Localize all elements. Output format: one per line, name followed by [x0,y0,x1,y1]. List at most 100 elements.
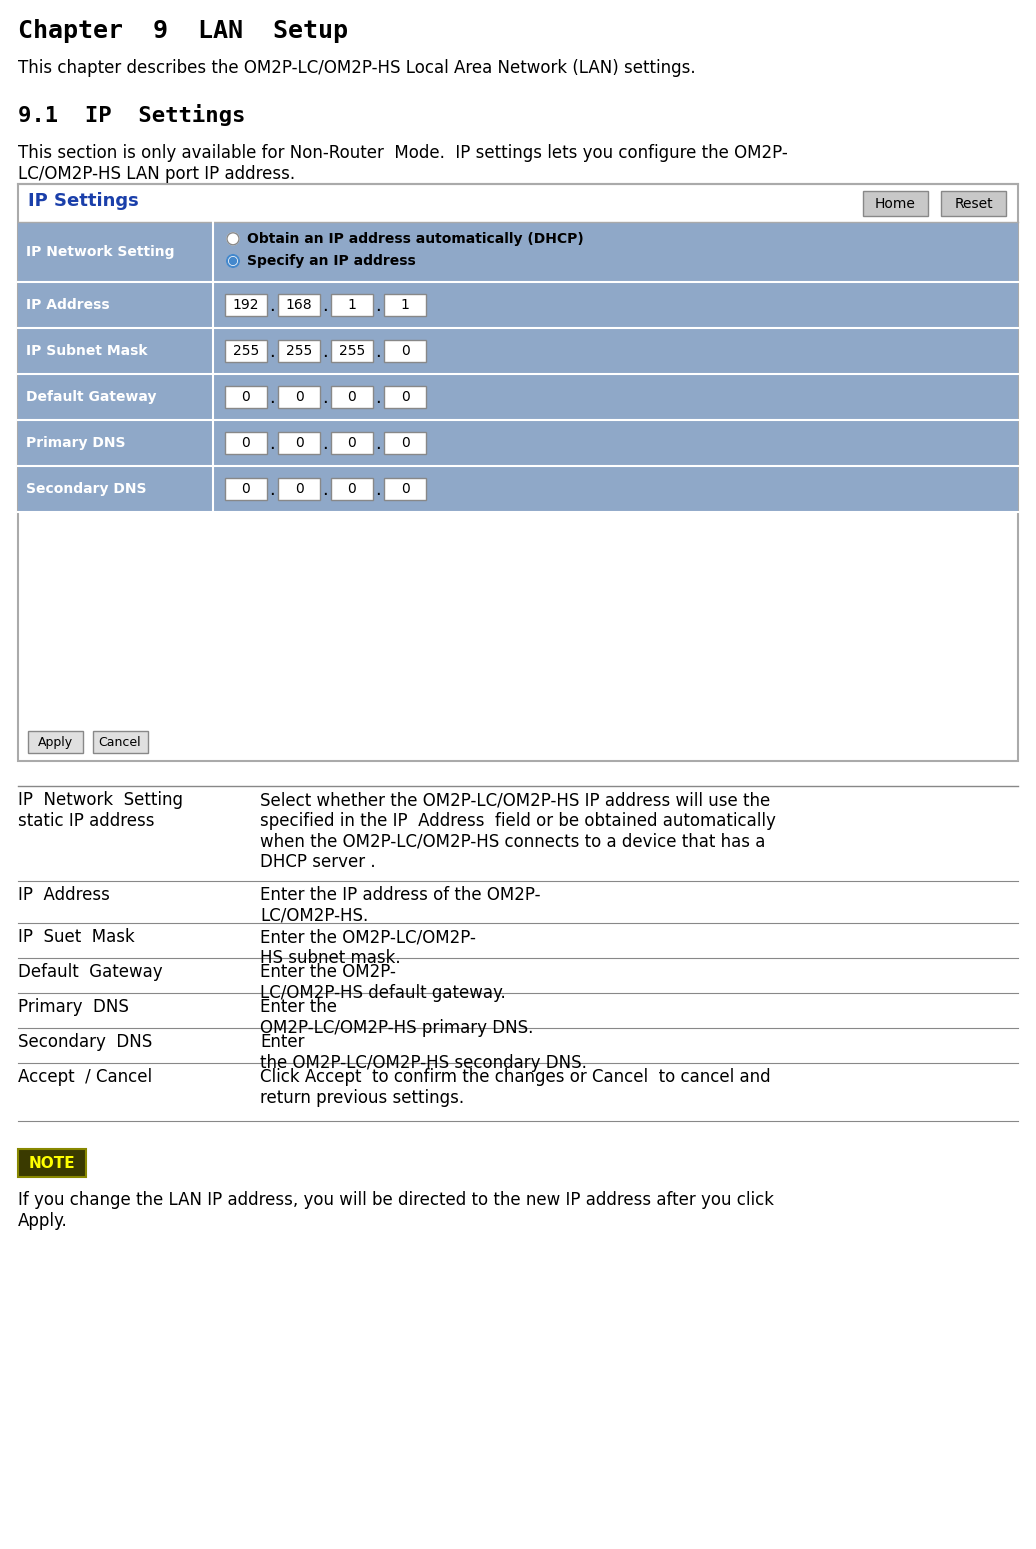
Bar [93,731,148,753]
Text: Cancel: Cancel [98,736,141,748]
Text: IP Subnet Mask: IP Subnet Mask [26,344,147,358]
Text: Primary DNS: Primary DNS [26,435,125,451]
Bar [384,294,426,316]
Bar [225,339,267,362]
Bar [278,294,320,316]
Text: Accept  / Cancel: Accept / Cancel [18,1067,152,1086]
Text: 1: 1 [347,297,356,311]
Bar [18,282,1018,328]
Bar [330,479,373,500]
Text: .: . [322,297,327,314]
Text: Specify an IP address: Specify an IP address [247,254,415,268]
Text: Default  Gateway: Default Gateway [18,963,163,981]
Text: 255: 255 [286,344,312,358]
Bar [18,420,1018,466]
Text: 0: 0 [294,482,304,496]
Text: Click Accept  to confirm the changes or Cancel  to cancel and
return previous se: Click Accept to confirm the changes or C… [260,1067,771,1108]
Bar [384,339,426,362]
Text: .: . [322,435,327,452]
Bar [863,191,928,215]
Text: 192: 192 [233,297,259,311]
Text: .: . [375,297,381,314]
Text: Enter
the OM2P-LC/OM2P-HS secondary DNS.: Enter the OM2P-LC/OM2P-HS secondary DNS. [260,1033,586,1072]
Circle shape [227,256,239,266]
Text: 0: 0 [401,482,409,496]
Text: 255: 255 [339,344,365,358]
Text: Enter the IP address of the OM2P-
LC/OM2P-HS.: Enter the IP address of the OM2P- LC/OM2… [260,886,541,925]
Circle shape [230,257,236,265]
Text: IP Settings: IP Settings [28,192,139,211]
Text: .: . [269,435,275,452]
Text: .: . [375,342,381,361]
Text: 1: 1 [401,297,409,311]
Bar [330,339,373,362]
Text: IP Network Setting: IP Network Setting [26,245,174,259]
Text: Enter the OM2P-
LC/OM2P-HS default gateway.: Enter the OM2P- LC/OM2P-HS default gatew… [260,963,506,1002]
Bar [225,432,267,454]
Bar [225,386,267,407]
Text: 0: 0 [401,435,409,451]
Text: 0: 0 [241,482,251,496]
Text: 0: 0 [294,390,304,404]
Text: Reset: Reset [954,197,992,211]
Text: .: . [269,297,275,314]
Text: .: . [322,482,327,499]
Text: This section is only available for Non-Router  Mode.  IP settings lets you confi: This section is only available for Non-R… [18,144,787,183]
Bar [330,294,373,316]
Text: IP  Suet  Mask: IP Suet Mask [18,928,135,946]
Bar [18,1149,86,1177]
Bar [18,328,1018,373]
Text: .: . [375,389,381,407]
Text: Chapter  9  LAN  Setup: Chapter 9 LAN Setup [18,19,348,43]
Text: .: . [269,389,275,407]
Bar [941,191,1006,215]
Text: 0: 0 [348,390,356,404]
Text: .: . [322,389,327,407]
Text: IP  Network  Setting
static IP address: IP Network Setting static IP address [18,792,183,830]
Bar [384,386,426,407]
Text: 0: 0 [294,435,304,451]
Bar [384,479,426,500]
Text: .: . [269,482,275,499]
Text: 168: 168 [286,297,312,311]
Bar [225,294,267,316]
Text: 255: 255 [233,344,259,358]
Text: .: . [322,342,327,361]
Bar [384,432,426,454]
Text: IP Address: IP Address [26,297,110,311]
Text: 9.1  IP  Settings: 9.1 IP Settings [18,104,246,125]
Text: 0: 0 [241,390,251,404]
Bar [225,479,267,500]
Text: Primary  DNS: Primary DNS [18,998,128,1016]
Text: This chapter describes the OM2P-LC/OM2P-HS Local Area Network (LAN) settings.: This chapter describes the OM2P-LC/OM2P-… [18,59,695,77]
Text: If you change the LAN IP address, you will be directed to the new IP address aft: If you change the LAN IP address, you wi… [18,1191,774,1230]
Text: 0: 0 [241,435,251,451]
Bar [330,386,373,407]
Bar [18,466,1018,513]
Text: IP  Address: IP Address [18,886,110,905]
Text: .: . [375,482,381,499]
Text: 0: 0 [401,390,409,404]
Text: Home: Home [875,197,916,211]
Text: 0: 0 [348,482,356,496]
Text: Secondary DNS: Secondary DNS [26,482,146,496]
Text: Enter the OM2P-LC/OM2P-
HS subnet mask.: Enter the OM2P-LC/OM2P- HS subnet mask. [260,928,476,967]
Text: Enter the
OM2P-LC/OM2P-HS primary DNS.: Enter the OM2P-LC/OM2P-HS primary DNS. [260,998,534,1036]
Text: Secondary  DNS: Secondary DNS [18,1033,152,1052]
Text: Default Gateway: Default Gateway [26,390,156,404]
Bar [18,222,1018,282]
Text: 0: 0 [348,435,356,451]
Bar [18,184,1018,761]
Bar [278,479,320,500]
Text: .: . [269,342,275,361]
Bar [278,386,320,407]
Bar [18,373,1018,420]
Bar [278,339,320,362]
Circle shape [227,232,239,245]
Text: Apply: Apply [37,736,73,748]
Text: Obtain an IP address automatically (DHCP): Obtain an IP address automatically (DHCP… [247,232,583,246]
Text: 0: 0 [401,344,409,358]
Bar [28,731,83,753]
Text: .: . [375,435,381,452]
Bar [278,432,320,454]
